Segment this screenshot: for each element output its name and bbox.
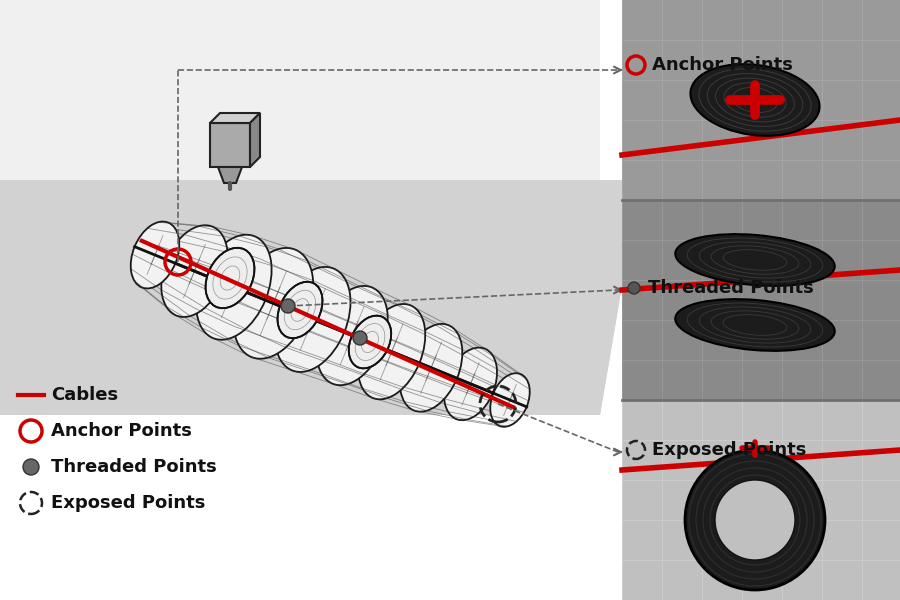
Circle shape [353, 331, 367, 345]
Polygon shape [0, 180, 640, 415]
Text: Threaded Points: Threaded Points [51, 458, 217, 476]
Ellipse shape [205, 248, 255, 308]
Text: Exposed Points: Exposed Points [652, 441, 806, 459]
Ellipse shape [349, 316, 392, 368]
Polygon shape [0, 180, 640, 415]
Ellipse shape [491, 373, 530, 427]
Ellipse shape [196, 235, 272, 340]
Ellipse shape [317, 286, 388, 385]
Ellipse shape [277, 282, 322, 338]
Polygon shape [210, 113, 260, 123]
Circle shape [715, 480, 795, 560]
Text: Anchor Points: Anchor Points [51, 422, 192, 440]
Ellipse shape [690, 64, 820, 136]
Circle shape [685, 450, 825, 590]
Ellipse shape [358, 304, 426, 400]
Bar [622, 0, 900, 600]
Circle shape [281, 299, 295, 313]
Bar [622, 200, 900, 400]
Ellipse shape [444, 347, 497, 420]
Ellipse shape [400, 324, 463, 412]
Text: Exposed Points: Exposed Points [51, 494, 205, 512]
Polygon shape [0, 0, 600, 415]
Text: Threaded Points: Threaded Points [648, 279, 814, 297]
Text: Cables: Cables [51, 386, 118, 404]
Polygon shape [218, 167, 242, 183]
Polygon shape [250, 113, 260, 167]
Circle shape [628, 282, 640, 294]
Bar [622, 400, 900, 600]
Ellipse shape [233, 248, 313, 359]
Ellipse shape [675, 234, 834, 286]
Text: Anchor Points: Anchor Points [652, 56, 793, 74]
Bar [622, 0, 900, 200]
Ellipse shape [130, 221, 179, 289]
Polygon shape [210, 123, 250, 167]
Ellipse shape [161, 225, 228, 317]
Ellipse shape [675, 299, 834, 351]
Circle shape [23, 459, 39, 475]
Ellipse shape [275, 267, 350, 372]
